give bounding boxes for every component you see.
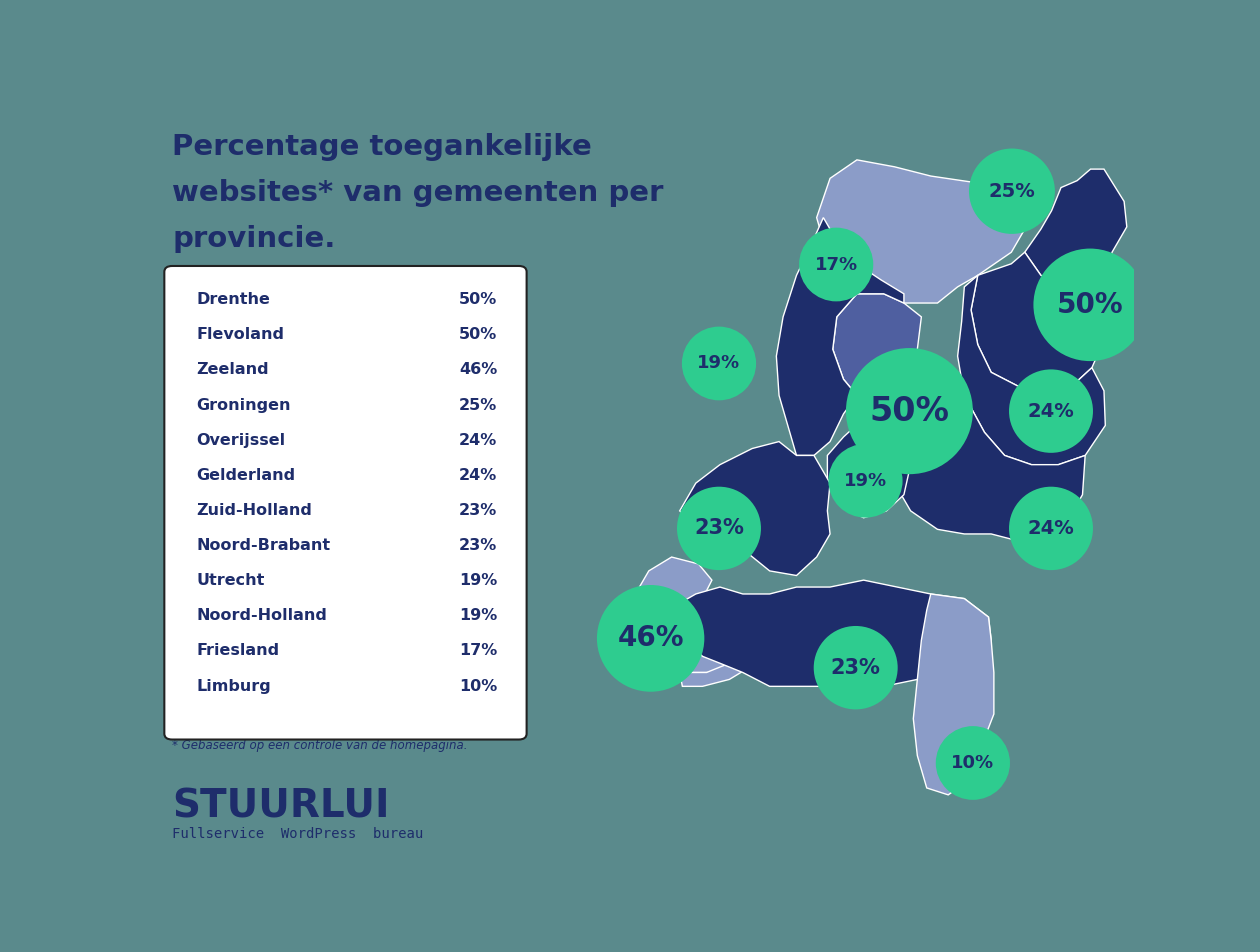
- Text: Zuid-Holland: Zuid-Holland: [197, 503, 312, 518]
- Text: 10%: 10%: [951, 754, 994, 772]
- Text: Percentage toegankelijke: Percentage toegankelijke: [173, 132, 592, 161]
- Text: Noord-Brabant: Noord-Brabant: [197, 538, 330, 553]
- Text: 19%: 19%: [698, 354, 741, 372]
- Text: Friesland: Friesland: [197, 644, 280, 659]
- Text: 23%: 23%: [459, 538, 498, 553]
- Polygon shape: [635, 599, 703, 649]
- Polygon shape: [897, 395, 1085, 541]
- Text: Limburg: Limburg: [197, 679, 271, 694]
- Ellipse shape: [845, 348, 973, 474]
- Text: 50%: 50%: [869, 395, 949, 427]
- Text: 23%: 23%: [459, 503, 498, 518]
- Polygon shape: [1024, 169, 1126, 294]
- Text: 24%: 24%: [459, 433, 498, 447]
- Polygon shape: [914, 594, 994, 795]
- Text: Groningen: Groningen: [197, 398, 291, 412]
- Text: 24%: 24%: [1028, 519, 1075, 538]
- Text: Utrecht: Utrecht: [197, 573, 265, 588]
- Text: 50%: 50%: [1057, 290, 1124, 319]
- Polygon shape: [971, 252, 1109, 395]
- Text: websites* van gemeenten per: websites* van gemeenten per: [173, 179, 664, 207]
- Text: 25%: 25%: [989, 182, 1036, 201]
- Text: STUURLUI: STUURLUI: [173, 787, 389, 825]
- Polygon shape: [679, 580, 992, 686]
- Ellipse shape: [936, 726, 1011, 800]
- Text: 23%: 23%: [694, 519, 743, 539]
- Text: 24%: 24%: [1028, 402, 1075, 421]
- Text: 19%: 19%: [844, 472, 887, 489]
- Text: 19%: 19%: [459, 573, 498, 588]
- Ellipse shape: [682, 327, 756, 401]
- Ellipse shape: [1009, 486, 1092, 570]
- Ellipse shape: [828, 444, 902, 518]
- Ellipse shape: [1033, 248, 1147, 361]
- Text: 46%: 46%: [459, 363, 498, 377]
- Text: provincie.: provincie.: [173, 225, 335, 253]
- Polygon shape: [958, 275, 1105, 465]
- Text: Zeeland: Zeeland: [197, 363, 270, 377]
- Text: 17%: 17%: [459, 644, 498, 659]
- Polygon shape: [816, 160, 1024, 303]
- Polygon shape: [639, 557, 712, 604]
- Text: 10%: 10%: [459, 679, 498, 694]
- Polygon shape: [679, 442, 830, 576]
- Ellipse shape: [969, 149, 1055, 234]
- Ellipse shape: [799, 228, 873, 302]
- Polygon shape: [776, 218, 903, 455]
- Text: 23%: 23%: [830, 658, 881, 678]
- Polygon shape: [679, 626, 770, 686]
- Text: Gelderland: Gelderland: [197, 467, 296, 483]
- Text: 46%: 46%: [617, 625, 684, 652]
- Text: Fullservice  WordPress  bureau: Fullservice WordPress bureau: [173, 826, 423, 841]
- Ellipse shape: [677, 486, 761, 570]
- Text: 25%: 25%: [459, 398, 498, 412]
- Text: * Gebaseerd op een controle van de homepagina.: * Gebaseerd op een controle van de homep…: [173, 739, 467, 752]
- Ellipse shape: [1009, 369, 1092, 453]
- Text: 17%: 17%: [815, 255, 858, 273]
- Text: Overijssel: Overijssel: [197, 433, 286, 447]
- Text: 50%: 50%: [459, 292, 498, 307]
- Ellipse shape: [814, 626, 897, 709]
- Text: Flevoland: Flevoland: [197, 327, 285, 343]
- Text: 19%: 19%: [459, 608, 498, 624]
- Text: 50%: 50%: [459, 327, 498, 343]
- Polygon shape: [675, 610, 743, 672]
- Text: Noord-Holland: Noord-Holland: [197, 608, 328, 624]
- Polygon shape: [833, 294, 921, 395]
- Text: 24%: 24%: [459, 467, 498, 483]
- FancyBboxPatch shape: [164, 266, 527, 740]
- Polygon shape: [828, 419, 911, 518]
- Ellipse shape: [597, 585, 704, 692]
- Text: Drenthe: Drenthe: [197, 292, 271, 307]
